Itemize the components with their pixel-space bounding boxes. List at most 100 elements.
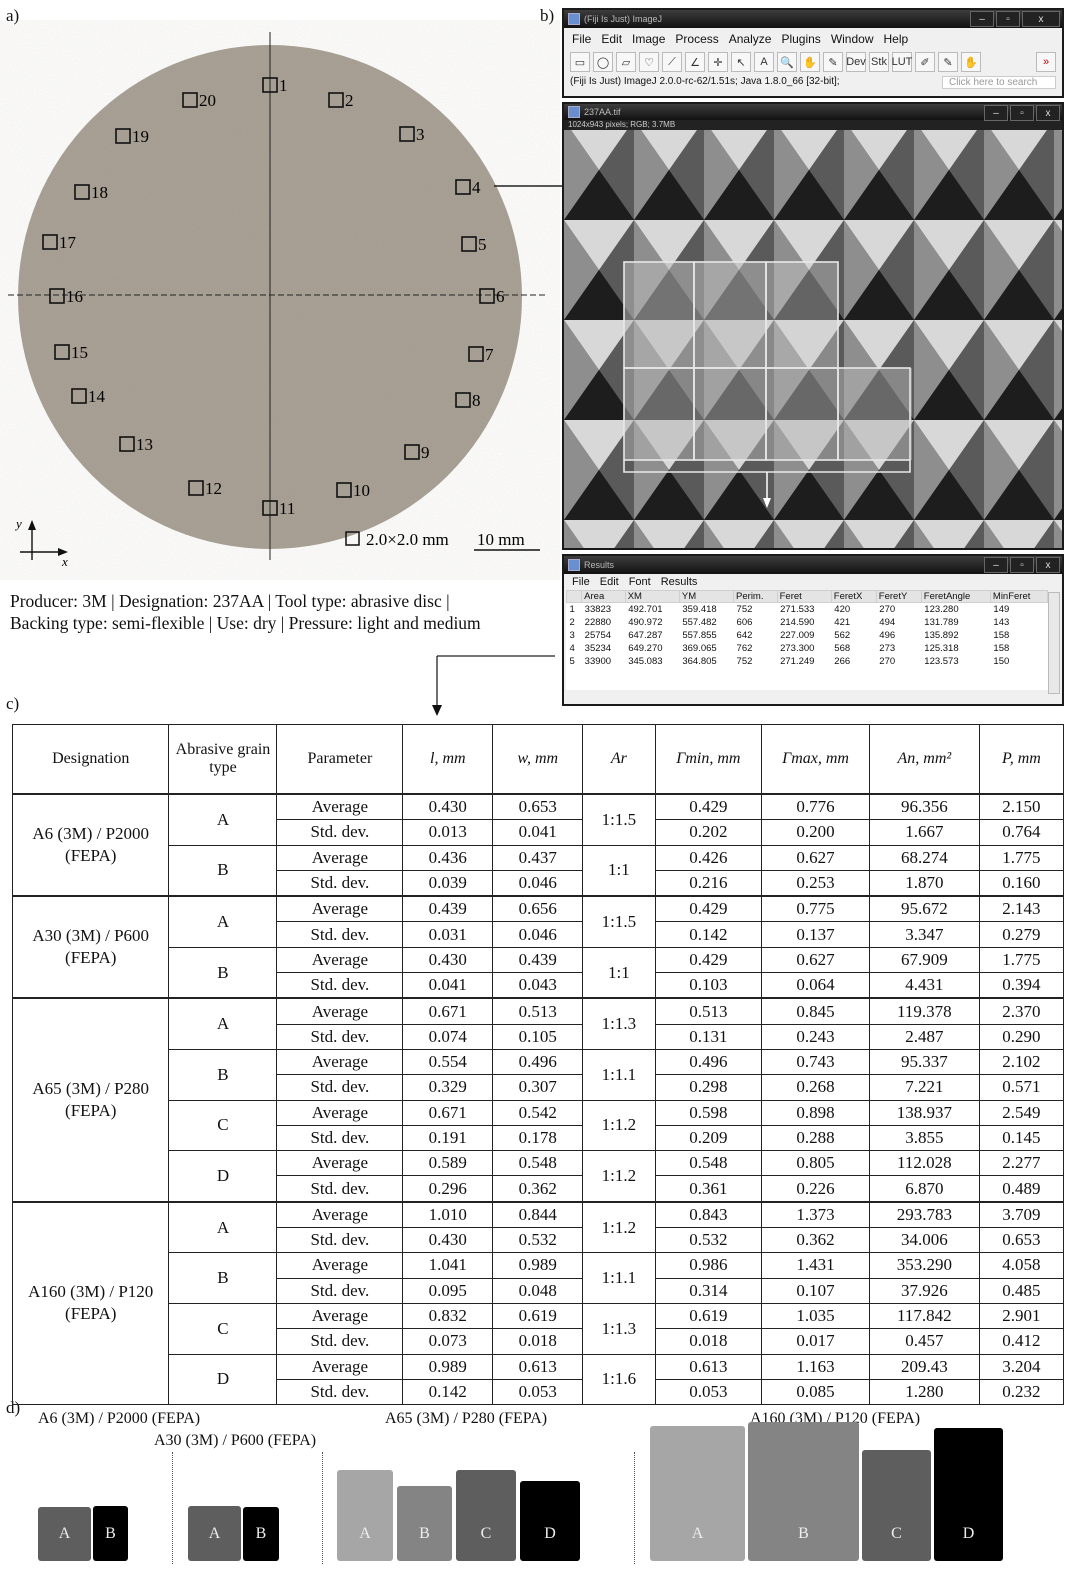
value-cell: 3.347 (868, 921, 980, 948)
menu-item[interactable]: Image (632, 32, 666, 46)
aspect-ratio-cell: 1:1.3 (582, 997, 656, 1050)
results-column-header[interactable]: Perim. (733, 590, 778, 603)
results-row[interactable]: 1 33823 492.701 359.418 752 271.533 420 270 123.… (567, 603, 1048, 617)
tool-button[interactable]: ✋ (800, 52, 820, 72)
value-cell: 0.279 (978, 921, 1065, 948)
tool-button[interactable]: Stk (869, 52, 889, 72)
results-row[interactable]: 5 33900 345.083 364.805 752 271.249 266 270 123.… (567, 655, 1048, 668)
sample-site-square (182, 92, 198, 108)
value-cell: 1.373 (761, 1201, 870, 1229)
results-column-header[interactable]: FeretAngle (920, 590, 991, 603)
sample-site-label: 2 (345, 91, 354, 110)
sample-site-square (262, 77, 278, 93)
tool-button[interactable]: ✋ (961, 52, 981, 72)
results-cell: 158 (993, 630, 1010, 641)
sample-site-label: 7 (485, 345, 494, 364)
bar-group-title-a65: A65 (3M) / P280 (FEPA) (385, 1410, 548, 1427)
results-menu-item[interactable]: Font (628, 576, 651, 588)
grain-bar-label: C (480, 1525, 492, 1542)
results-column-header[interactable]: YM (678, 590, 735, 603)
sample-site-label: 6 (496, 287, 505, 306)
value-cell: 95.672 (868, 895, 980, 923)
image-close-button[interactable]: x (1036, 105, 1060, 121)
results-column-header[interactable]: MinFeret (989, 590, 1048, 603)
sample-site-square (115, 128, 131, 144)
results-menu-item[interactable]: Results (660, 576, 698, 588)
tool-button[interactable]: 🔍 (777, 52, 797, 72)
disc-caption: Producer: 3M | Designation: 237AA | Tool… (10, 590, 481, 634)
tool-button[interactable]: ⟋ (662, 52, 682, 72)
value-cell: 0.437 (492, 844, 584, 871)
results-menu-item[interactable]: File (572, 576, 590, 588)
results-column-header[interactable] (566, 590, 583, 603)
value-cell: 0.105 (492, 1023, 584, 1050)
table-row: Std. dev. 0.142 0.053 0.053 0.085 1.280 0.232 (13, 1378, 1065, 1406)
aspect-ratio-cell: 1:1.3 (582, 1302, 656, 1355)
tool-button[interactable]: ♡ (639, 52, 659, 72)
value-cell: 0.496 (492, 1048, 584, 1076)
menu-item[interactable]: File (572, 32, 592, 46)
results-cell: 557.482 (682, 617, 717, 628)
aspect-ratio-cell: 1:1 (582, 946, 656, 999)
tool-button[interactable]: LUT (892, 52, 912, 72)
tool-button[interactable]: ▭ (570, 52, 590, 72)
results-column-header[interactable]: FeretY (875, 590, 922, 603)
minimize-button[interactable]: – (970, 11, 994, 27)
results-column-header[interactable]: Area (581, 590, 626, 603)
results-maximize-button[interactable]: ▫ (1010, 557, 1034, 573)
tool-button[interactable]: Dev (846, 52, 866, 72)
tool-button[interactable]: ▱ (616, 52, 636, 72)
grain-type-cell: A (168, 1201, 278, 1254)
results-cell: 490.972 (628, 617, 663, 628)
value-cell: 0.191 (402, 1124, 494, 1152)
results-cell: 494 (879, 617, 896, 628)
results-cell: 364.805 (682, 656, 717, 667)
sample-site-square (262, 500, 278, 516)
grain-bar-label: A (58, 1525, 71, 1542)
maximize-button[interactable]: ▫ (996, 11, 1020, 27)
results-column-header[interactable]: FeretX (830, 590, 877, 603)
results-column-header[interactable]: XM (624, 590, 680, 603)
grain-type-cell: A (168, 997, 278, 1050)
sample-site-square (119, 436, 135, 452)
tool-button[interactable]: ↖ (731, 52, 751, 72)
results-cell: 143 (993, 617, 1010, 628)
tool-button[interactable]: ✎ (938, 52, 958, 72)
results-row[interactable]: 3 25754 647.287 557.855 642 227.009 562 496 135.… (567, 629, 1048, 642)
sample-site-square (461, 236, 477, 252)
tool-button[interactable]: ∠ (685, 52, 705, 72)
tool-button[interactable]: ✛ (708, 52, 728, 72)
value-cell: 0.627 (761, 844, 870, 871)
aspect-ratio-cell: 1:1.6 (582, 1353, 656, 1406)
image-maximize-button[interactable]: ▫ (1010, 105, 1034, 121)
grain-bar: D (520, 1481, 580, 1561)
menu-item[interactable]: Edit (601, 32, 623, 46)
tool-button[interactable]: A (754, 52, 774, 72)
close-button[interactable]: x (1022, 11, 1060, 27)
tool-button[interactable]: » (1036, 52, 1056, 72)
tool-button[interactable]: ✎ (823, 52, 843, 72)
value-cell: 0.532 (492, 1227, 584, 1254)
menu-item[interactable]: Window (830, 32, 874, 46)
menu-item[interactable]: Plugins (781, 32, 821, 46)
tool-button[interactable]: ◯ (593, 52, 613, 72)
results-menu-item[interactable]: Edit (599, 576, 619, 588)
results-close-button[interactable]: x (1036, 557, 1060, 573)
search-input[interactable]: Click here to search (942, 76, 1056, 89)
menu-item[interactable]: Process (675, 32, 719, 46)
menu-item[interactable]: Help (883, 32, 909, 46)
value-cell: 67.909 (868, 946, 980, 974)
results-minimize-button[interactable]: – (984, 557, 1008, 573)
grain-type-cell: D (168, 1353, 278, 1406)
designation-cell: A6 (3M) / P2000 (FEPA) (11, 793, 170, 897)
results-scrollbar[interactable] (1048, 592, 1060, 694)
table-row: D Average 0.989 0.613 1:1.6 0.613 1.163 209.43 3… (13, 1353, 1065, 1406)
results-column-header[interactable]: Feret (776, 590, 832, 603)
image-minimize-button[interactable]: – (984, 105, 1008, 121)
sample-site-square (468, 346, 484, 362)
menu-item[interactable]: Analyze (728, 32, 772, 46)
results-row[interactable]: 2 22880 490.972 557.482 606 214.590 421 494 131.… (567, 616, 1048, 629)
tool-button[interactable]: ✐ (915, 52, 935, 72)
results-row[interactable]: 4 35234 649.270 369.065 762 273.300 568 273 125.… (567, 642, 1048, 655)
sample-site-square (455, 179, 471, 195)
